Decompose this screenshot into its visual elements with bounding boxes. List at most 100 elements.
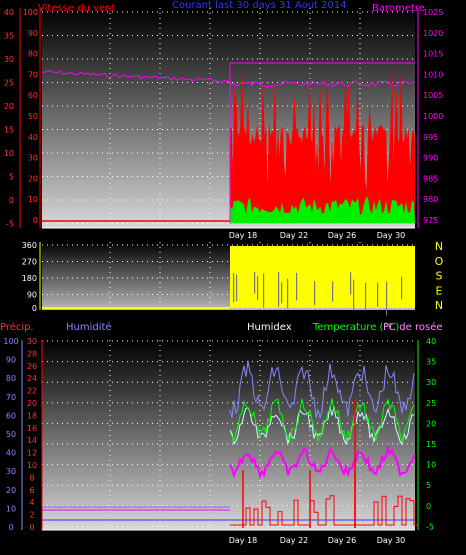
inner-tick-label: 40 bbox=[28, 133, 38, 142]
humidity-tick-label: 50 bbox=[6, 430, 16, 439]
panel3-precip-label: Précip. bbox=[0, 321, 34, 333]
dewpoint-line bbox=[229, 443, 415, 480]
temp-tick-label: 30 bbox=[426, 378, 436, 387]
tick-label: 360 bbox=[22, 241, 37, 250]
temp-tick-label: -5 bbox=[426, 522, 434, 531]
compass-letter: N bbox=[435, 240, 443, 253]
x-label: Day 30 bbox=[377, 536, 406, 545]
temp-tick-label: 25 bbox=[426, 399, 436, 408]
wind-direction-gap bbox=[278, 272, 280, 307]
temp-tick-label: 35 bbox=[426, 358, 436, 367]
inner-tick-label: 10 bbox=[28, 195, 38, 204]
x-label: Day 30 bbox=[377, 231, 406, 240]
precip-tick-label: 22 bbox=[27, 387, 37, 396]
panel3-plot-area bbox=[42, 340, 415, 530]
panel3-ticks: 1009080706050403020100302826242220181614… bbox=[3, 337, 436, 545]
temp-tick-label: 0 bbox=[426, 502, 431, 511]
x-label: Day 22 bbox=[280, 231, 309, 240]
left-tick-label: 5 bbox=[9, 173, 14, 182]
wind-direction-gap bbox=[401, 276, 403, 300]
wind-direction-gap bbox=[353, 279, 355, 311]
tick-label: 270 bbox=[22, 258, 37, 267]
humidity-tick-label: 80 bbox=[6, 374, 16, 383]
humidity-tick-label: 30 bbox=[6, 467, 16, 476]
precip-tick-label: 8 bbox=[29, 473, 34, 482]
right-tick-label: 1025 bbox=[423, 8, 443, 17]
inner-tick-label: 30 bbox=[28, 154, 38, 163]
panel1-series bbox=[41, 62, 416, 224]
precip-tick-label: 26 bbox=[27, 362, 37, 371]
wind-direction-gap bbox=[350, 272, 352, 295]
precip-tick-label: 10 bbox=[27, 461, 37, 470]
humidity-tick-label: 40 bbox=[6, 449, 16, 458]
inner-tick-label: 70 bbox=[28, 70, 38, 79]
humidity-tick-label: 70 bbox=[6, 393, 16, 402]
chart-title: Courant last 30 days 31 Aout 2014 bbox=[172, 0, 347, 11]
left-tick-label: -5 bbox=[6, 220, 14, 229]
right-tick-label: 990 bbox=[423, 154, 438, 163]
panel1-left-axis-label: Vitesse du vent bbox=[38, 3, 115, 14]
wind-direction-fill bbox=[230, 246, 415, 308]
precip-tick-label: 20 bbox=[27, 399, 37, 408]
wind-direction-gap bbox=[377, 282, 379, 307]
wind-direction-gap bbox=[296, 272, 298, 301]
left-tick-label: 0 bbox=[9, 196, 14, 205]
precip-line bbox=[230, 495, 418, 526]
left-tick-label: 40 bbox=[4, 8, 14, 17]
inner-tick-label: 50 bbox=[28, 112, 38, 121]
right-tick-label: 995 bbox=[423, 133, 438, 142]
precip-tick-label: 12 bbox=[27, 449, 37, 458]
panel3-humidex-label: Humidex bbox=[247, 322, 292, 333]
temperature-line bbox=[229, 398, 415, 443]
left-tick-label: 10 bbox=[4, 149, 14, 158]
humidity-tick-label: 60 bbox=[6, 411, 16, 420]
right-tick-label: 975 bbox=[423, 216, 438, 225]
temp-tick-label: 15 bbox=[426, 440, 436, 449]
temp-tick-label: 40 bbox=[426, 337, 436, 346]
compass-letter: N bbox=[435, 299, 443, 312]
compass-letter: E bbox=[436, 284, 443, 297]
precip-tick-label: 16 bbox=[27, 424, 37, 433]
wind-speed-area bbox=[229, 70, 416, 224]
precip-tick-label: 14 bbox=[27, 436, 37, 445]
panel3-series bbox=[42, 360, 418, 528]
wind-direction-gap bbox=[365, 282, 367, 311]
left-tick-label: 20 bbox=[4, 102, 14, 111]
wind-direction-gap bbox=[281, 282, 283, 304]
panel3-humidity-label: Humidité bbox=[66, 321, 112, 333]
humidity-tick-label: 20 bbox=[6, 486, 16, 495]
precip-tick-label: 28 bbox=[27, 349, 37, 358]
tick-label: 90 bbox=[27, 291, 37, 300]
x-label: Day 26 bbox=[328, 231, 357, 240]
tick-label: 0 bbox=[32, 304, 37, 313]
precip-tick-label: 30 bbox=[27, 337, 37, 346]
x-label: Day 26 bbox=[328, 536, 357, 545]
left-tick-label: 30 bbox=[4, 55, 14, 64]
humidity-tick-label: 10 bbox=[6, 504, 16, 513]
wind-direction-gap bbox=[386, 281, 388, 316]
right-tick-label: 1010 bbox=[423, 70, 443, 79]
panel1-ticks: 4035302520151050-51009080706050403020100… bbox=[4, 8, 443, 240]
temp-tick-label: 5 bbox=[426, 481, 431, 490]
compass-letter: O bbox=[435, 255, 444, 268]
inner-tick-label: 20 bbox=[28, 174, 38, 183]
inner-tick-label: 80 bbox=[28, 50, 38, 59]
temp-tick-label: 10 bbox=[426, 461, 436, 470]
wind-direction-gap bbox=[254, 271, 256, 294]
inner-tick-label: 100 bbox=[23, 8, 38, 17]
panel3-dewpoint-label: Pt. de rosée bbox=[383, 321, 443, 333]
x-label: Day 22 bbox=[280, 536, 309, 545]
left-tick-label: 25 bbox=[4, 79, 14, 88]
right-tick-label: 1005 bbox=[423, 91, 443, 100]
precip-tick-label: 2 bbox=[29, 511, 34, 520]
wind-direction-gap bbox=[314, 280, 316, 306]
right-tick-label: 1020 bbox=[423, 29, 443, 38]
humidity-line bbox=[229, 360, 415, 420]
wind-direction-gap bbox=[263, 273, 265, 308]
panel3-temperature-label: Temperature (°C) bbox=[312, 322, 399, 333]
panel1-right-axis-label: Barometre bbox=[372, 3, 425, 14]
tick-label: 180 bbox=[22, 274, 37, 283]
compass-letter: S bbox=[436, 270, 443, 283]
